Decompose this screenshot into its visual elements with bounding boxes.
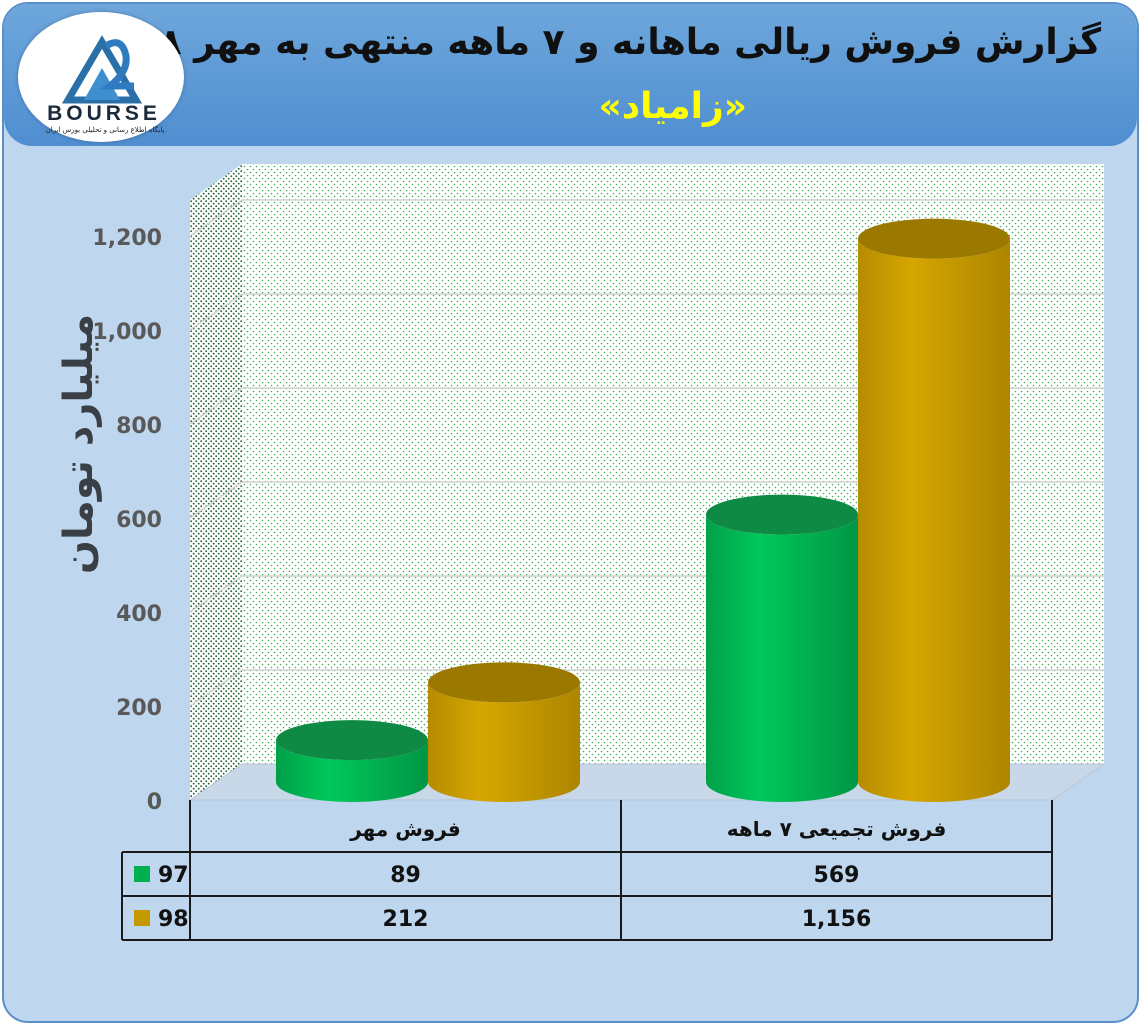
bar-97-0 — [276, 720, 428, 802]
y-tick-label: 1,000 — [92, 320, 162, 345]
legend-swatch — [134, 910, 150, 926]
chart-subtitle: «زامیاد» — [598, 86, 747, 127]
legend-entry: 97 — [158, 863, 189, 888]
y-tick-label: 400 — [116, 602, 162, 627]
gridline — [189, 387, 1104, 425]
bar-body — [858, 238, 1010, 802]
legend-swatch — [134, 866, 150, 882]
gridline — [189, 481, 1104, 519]
bar-top — [706, 494, 858, 535]
title-banner: گزارش فروش ریالی ماهانه و ۷ ماهه منتهی ب… — [4, 4, 1137, 146]
bar-body — [428, 682, 580, 802]
y-tick-label: 600 — [116, 508, 162, 533]
logo-emblem-icon — [61, 35, 143, 104]
bar-top — [276, 720, 428, 761]
logo-subtitle: پایگاه اطلاع رسانی و تحلیلی بورس ایران — [45, 126, 165, 134]
y-tick-label: 1,200 — [92, 226, 162, 251]
plot-side-wall — [190, 164, 242, 800]
legend-entry: 98 — [158, 907, 189, 932]
table-value: 212 — [383, 907, 429, 932]
table-value: 569 — [814, 863, 860, 888]
y-tick-label: 800 — [116, 414, 162, 439]
bar-97-1 — [706, 494, 858, 802]
gridline — [189, 199, 1104, 237]
bar-body — [276, 740, 428, 802]
bar-body — [706, 514, 858, 802]
table-value: 1,156 — [802, 907, 872, 932]
logo-word: BOURSE — [47, 102, 161, 125]
y-tick-label: 200 — [116, 696, 162, 721]
table-value: 89 — [390, 863, 421, 888]
bar-98-1 — [858, 218, 1010, 802]
gridline — [189, 293, 1104, 331]
bar-98-0 — [428, 662, 580, 802]
category-label: فروش مهر — [349, 817, 461, 841]
bar-top — [858, 218, 1010, 259]
bourse-logo: BOURSE پایگاه اطلاع رسانی و تحلیلی بورس … — [18, 12, 184, 142]
bar-top — [428, 662, 580, 703]
chart-title: گزارش فروش ریالی ماهانه و ۷ ماهه منتهی ب… — [138, 22, 1101, 63]
category-label: فروش تجمیعی ۷ ماهه — [727, 817, 947, 841]
y-tick-label: 0 — [147, 790, 162, 815]
